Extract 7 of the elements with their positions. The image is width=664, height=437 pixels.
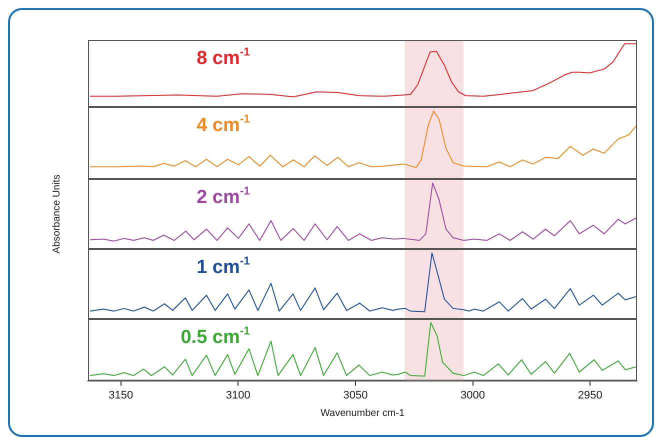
- x-tick-label: 2950: [578, 389, 602, 402]
- x-tick-label: 3150: [108, 389, 134, 402]
- x-tick-label: 3000: [460, 389, 486, 402]
- x-axis-title: Wavenumber cm-1: [320, 408, 405, 419]
- x-tick-label: 3050: [343, 389, 368, 402]
- y-axis-title: Absorbance Units: [52, 174, 62, 254]
- x-tick-label: 3100: [226, 389, 250, 402]
